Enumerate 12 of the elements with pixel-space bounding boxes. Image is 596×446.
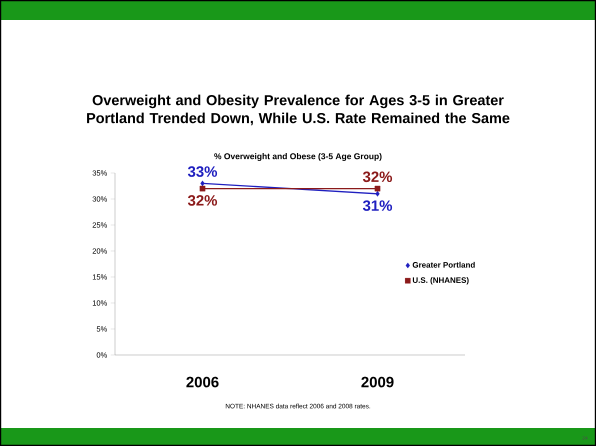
data-label: 33% [188,166,218,177]
chart-title: Overweight and Obesity Prevalence for Ages 3-5 in Greater Portland Trended Down, While U.S. Rate Remained the Same [87,94,510,126]
point [374,186,380,192]
data-label: 32% [188,195,218,206]
chart-subtitle: % Overweight and Obese (3-5 Age Group) [214,153,382,161]
point [200,180,205,186]
point [375,191,380,197]
data-label: 32% [362,171,392,182]
data-label: 31% [362,200,392,211]
x-tick-label: 2009 [361,376,394,388]
x-tick-label: 2006 [186,376,219,388]
point [200,186,206,192]
